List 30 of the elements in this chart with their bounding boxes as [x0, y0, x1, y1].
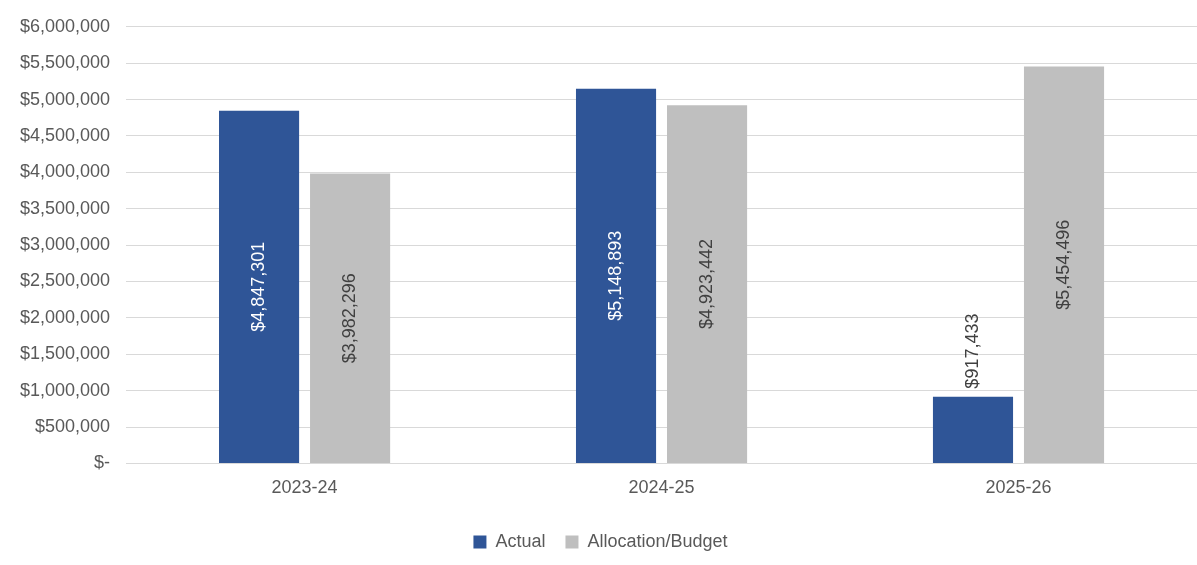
- x-tick-label: 2024-25: [628, 477, 695, 498]
- x-tick-label: 2025-26: [985, 477, 1052, 498]
- y-tick-label: $5,000,000: [19, 88, 111, 109]
- bar: [310, 173, 391, 463]
- data-label: $4,847,301: [248, 241, 269, 332]
- y-tick-label: $500,000: [35, 415, 111, 436]
- data-label: $917,433: [961, 313, 982, 389]
- y-tick-label: $4,500,000: [19, 124, 111, 145]
- y-tick-label: $3,000,000: [19, 234, 111, 255]
- bar: [1023, 66, 1105, 463]
- y-tick-label: $6,000,000: [19, 15, 111, 36]
- y-tick-label: $2,500,000: [19, 270, 111, 291]
- y-tick-label: $4,000,000: [19, 161, 111, 182]
- data-label: $4,923,442: [696, 238, 717, 330]
- y-tick-label: $1,500,000: [19, 343, 111, 364]
- data-label: $5,454,496: [1053, 219, 1073, 310]
- bar: [932, 396, 1014, 463]
- bar: [575, 88, 657, 463]
- y-tick-label: $-: [94, 452, 111, 473]
- data-label: $5,148,893: [605, 230, 625, 321]
- y-tick-label: $5,500,000: [19, 52, 111, 73]
- data-label: $3,982,296: [339, 273, 360, 364]
- y-tick-label: $1,000,000: [19, 379, 111, 400]
- legend-label: Actual: [495, 530, 546, 551]
- bar: [667, 105, 748, 463]
- y-tick-label: $3,500,000: [19, 197, 111, 218]
- bar: [219, 110, 300, 463]
- y-tick-label: $2,000,000: [19, 306, 111, 327]
- legend-label: Allocation/Budget: [587, 530, 728, 551]
- x-tick-label: 2023-24: [271, 477, 338, 498]
